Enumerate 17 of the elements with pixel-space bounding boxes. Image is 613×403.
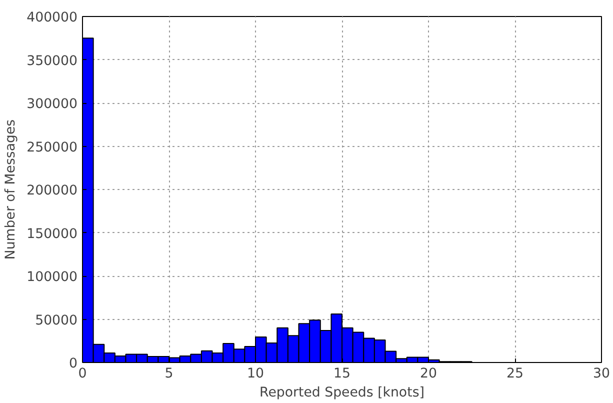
- y-tick-label: 0: [69, 356, 78, 372]
- y-tick-label: 100000: [26, 270, 78, 285]
- y-tick-label: 250000: [26, 140, 78, 156]
- y-tick-label: 200000: [26, 184, 78, 198]
- y-tick-label: 400000: [26, 10, 78, 26]
- y-tick-label: 350000: [26, 54, 78, 69]
- y-tick-label: 300000: [26, 97, 78, 112]
- y-tick-label: 50000: [35, 313, 78, 328]
- x-tick-label: 10: [247, 366, 264, 382]
- y-axis-title: Number of Messages: [4, 119, 19, 260]
- x-tick-label: 5: [164, 366, 174, 382]
- x-axis-title: Reported Speeds [knots]: [260, 386, 424, 400]
- y-tick-label: 150000: [26, 226, 78, 242]
- x-tick-label: 25: [506, 366, 524, 382]
- x-tick-label: 20: [420, 366, 437, 382]
- x-tick-label: 30: [593, 366, 610, 382]
- x-tick-label: 15: [334, 366, 350, 382]
